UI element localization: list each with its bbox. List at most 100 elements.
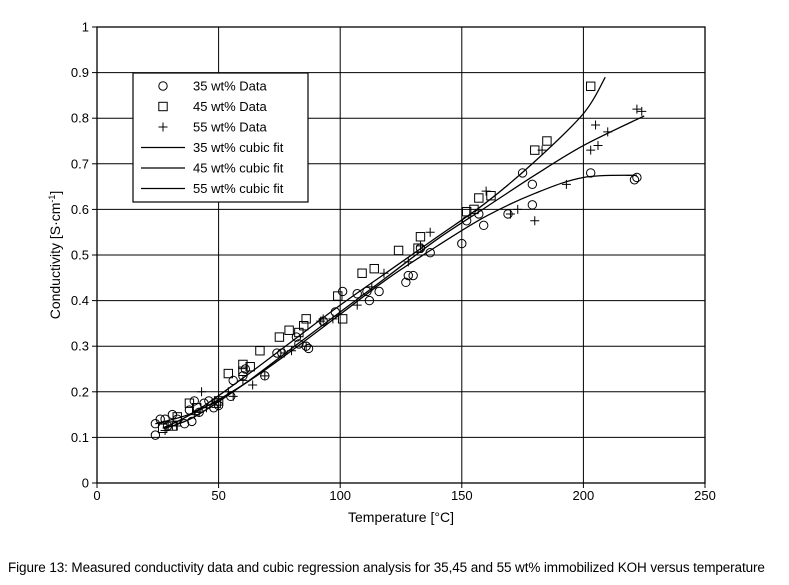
plus-marker [287, 346, 297, 356]
plus-marker [214, 394, 224, 404]
circle-marker [585, 168, 596, 178]
y-axis-title-end: ] [47, 191, 63, 195]
circle-marker [187, 416, 197, 427]
plus-marker [260, 371, 270, 381]
plus-marker [591, 120, 601, 130]
circle-marker [167, 409, 178, 420]
y-tick-label: 0.2 [71, 384, 89, 399]
plus-marker [537, 145, 547, 155]
tick-labels: 0 50 100 150 200 250 0 0.1 0.2 0.3 0.4 0.5 0.6 0.7 0.8… [71, 20, 716, 504]
x-tick-label: 150 [451, 488, 473, 503]
circle-marker [155, 414, 165, 424]
plus-marker [248, 380, 258, 390]
square-marker [274, 332, 285, 342]
y-tick-label: 0.8 [71, 111, 89, 126]
plus-marker [197, 387, 207, 397]
circle-marker [303, 343, 314, 354]
plus-marker [328, 314, 338, 324]
plus-marker [367, 282, 377, 292]
y-tick-label: 0.3 [71, 339, 89, 354]
conductivity-chart: 0 50 100 150 200 250 0 0.1 0.2 0.3 0.4 0.5 0.6 0.7 0.8… [47, 20, 716, 526]
y-tick-label: 0.6 [71, 202, 89, 217]
plus-marker [603, 127, 613, 137]
square-marker [469, 204, 479, 215]
circle-marker [425, 248, 435, 258]
circle-marker [461, 216, 472, 226]
circle-marker [184, 405, 195, 415]
plus-marker [586, 145, 596, 155]
circle-marker [374, 286, 384, 297]
y-tick-label: 0 [82, 476, 89, 491]
plus-marker [228, 391, 238, 401]
fit-line [162, 76, 606, 429]
circle-marker [352, 289, 362, 299]
data-points [150, 81, 647, 440]
square-marker [238, 359, 248, 370]
circle-marker [527, 179, 538, 190]
circle-marker [629, 175, 640, 185]
square-marker [255, 346, 265, 356]
plus-marker [637, 106, 647, 116]
circle-marker [150, 430, 161, 440]
circle-marker [632, 172, 642, 183]
square-marker [223, 368, 234, 379]
square-marker [474, 193, 484, 203]
circle-marker [204, 396, 214, 406]
legend-label: 45 wt% Data [193, 99, 267, 114]
plus-marker [301, 341, 311, 351]
square-marker [393, 245, 404, 256]
plus-marker [513, 204, 523, 214]
circle-marker [517, 168, 528, 178]
x-tick-label: 0 [93, 488, 100, 503]
y-tick-label: 0.7 [71, 156, 89, 171]
square-marker [284, 325, 294, 335]
plus-marker [425, 227, 435, 237]
square-marker [486, 191, 496, 201]
x-tick-label: 200 [573, 488, 595, 503]
legend-label: 55 wt% cubic fit [193, 181, 284, 196]
circle-marker [364, 295, 375, 306]
plus-marker [172, 421, 182, 431]
circle-marker [401, 277, 411, 288]
circle-marker [362, 286, 372, 297]
circle-marker [330, 307, 341, 317]
square-marker [245, 362, 255, 372]
plus-marker [238, 375, 248, 385]
circle-marker [527, 200, 538, 210]
circle-marker [158, 81, 168, 91]
plus-marker [201, 403, 211, 413]
fit-line [164, 115, 645, 429]
y-axis-title-main: Conductivity [S·cm [47, 203, 63, 320]
x-tick-label: 100 [329, 488, 351, 503]
plus-marker [561, 179, 571, 189]
plus-marker [223, 387, 233, 397]
circle-marker [228, 375, 238, 386]
plus-marker [316, 316, 326, 326]
legend: 35 wt% Data 45 wt% Data 55 wt% Data 35 wt% … [132, 72, 309, 203]
square-marker [299, 320, 309, 331]
plus-marker [593, 141, 603, 151]
fit-line [155, 174, 637, 425]
x-tick-label: 250 [694, 488, 716, 503]
plus-marker [160, 426, 170, 436]
square-marker [158, 101, 168, 112]
y-tick-label: 0.1 [71, 430, 89, 445]
y-axis-title: Conductivity [S·cm-1] [47, 191, 63, 320]
legend-label: 45 wt% cubic fit [193, 161, 284, 176]
x-tick-label: 50 [211, 488, 225, 503]
legend-label: 35 wt% cubic fit [193, 140, 284, 155]
plus-marker [505, 209, 515, 219]
plus-marker [194, 407, 204, 417]
y-tick-label: 1 [82, 20, 89, 35]
plus-marker [530, 216, 540, 226]
y-tick-label: 0.5 [71, 248, 89, 263]
plus-marker [279, 348, 289, 358]
square-marker [357, 268, 367, 278]
square-marker [337, 314, 348, 324]
plus-marker [379, 268, 389, 278]
square-marker [157, 423, 168, 433]
circle-marker [294, 339, 304, 349]
square-marker [333, 291, 343, 301]
y-tick-label: 0.9 [71, 65, 89, 80]
